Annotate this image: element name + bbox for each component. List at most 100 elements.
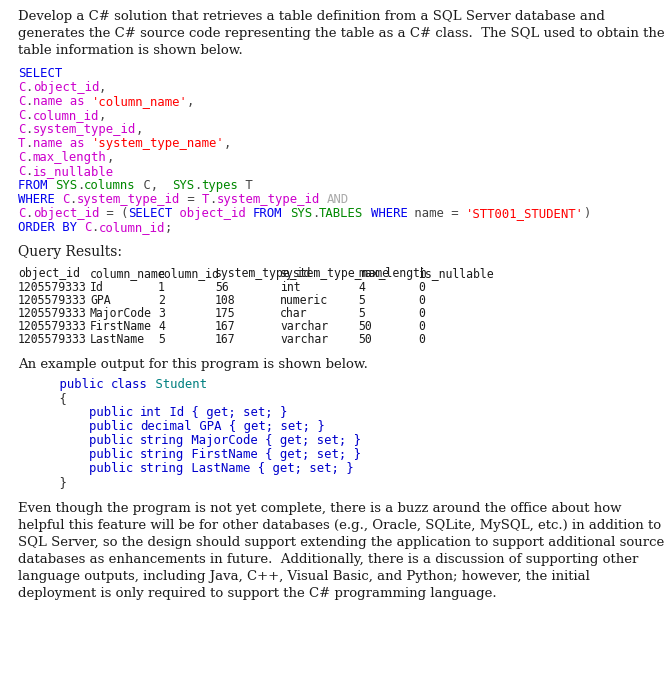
Text: 56: 56	[215, 281, 229, 294]
Text: .: .	[25, 151, 33, 164]
Text: .: .	[25, 81, 33, 94]
Text: column_id: column_id	[158, 267, 220, 280]
Text: .: .	[25, 137, 33, 150]
Text: FirstName: FirstName	[90, 320, 152, 333]
Text: object_id: object_id	[18, 267, 80, 280]
Text: GPA { get; set; }: GPA { get; set; }	[191, 420, 324, 433]
Text: public: public	[30, 448, 141, 461]
Text: databases as enhancements in future.  Additionally, there is a discussion of sup: databases as enhancements in future. Add…	[18, 553, 638, 566]
Text: .: .	[209, 193, 216, 206]
Text: 4: 4	[358, 281, 365, 294]
Text: 108: 108	[215, 294, 235, 307]
Text: LastName: LastName	[90, 333, 145, 346]
Text: generates the C# source code representing the table as a C# class.  The SQL used: generates the C# source code representin…	[18, 27, 664, 40]
Text: C: C	[18, 207, 25, 220]
Text: = (: = (	[99, 207, 128, 220]
Text: C: C	[18, 95, 25, 108]
Text: ): )	[584, 207, 591, 220]
Text: deployment is only required to support the C# programming language.: deployment is only required to support t…	[18, 587, 497, 600]
Text: Even though the program is not yet complete, there is a buzz around the office a: Even though the program is not yet compl…	[18, 502, 622, 515]
Text: object_id: object_id	[33, 207, 99, 220]
Text: 5: 5	[158, 333, 165, 346]
Text: SELECT: SELECT	[18, 67, 62, 80]
Text: public: public	[30, 420, 141, 433]
Text: system_type_name: system_type_name	[280, 267, 390, 280]
Text: public: public	[30, 434, 141, 447]
Text: SYS: SYS	[55, 179, 77, 192]
Text: .: .	[25, 207, 33, 220]
Text: name as: name as	[33, 95, 91, 108]
Text: .: .	[25, 109, 33, 122]
Text: int: int	[280, 281, 301, 294]
Text: char: char	[280, 307, 307, 320]
Text: SYS: SYS	[289, 207, 312, 220]
Text: 3: 3	[158, 307, 165, 320]
Text: {: {	[30, 392, 67, 405]
Text: decimal: decimal	[140, 420, 192, 433]
Text: Query Results:: Query Results:	[18, 245, 122, 259]
Text: max_length: max_length	[358, 267, 427, 280]
Text: is_nullable: is_nullable	[33, 165, 114, 178]
Text: varchar: varchar	[280, 333, 328, 346]
Text: .: .	[194, 179, 201, 192]
Text: system_type_id: system_type_id	[216, 193, 319, 206]
Text: varchar: varchar	[280, 320, 328, 333]
Text: Id { get; set; }: Id { get; set; }	[162, 406, 287, 419]
Text: class: class	[111, 378, 147, 391]
Text: language outputs, including Java, C++, Visual Basic, and Python; however, the in: language outputs, including Java, C++, V…	[18, 570, 590, 583]
Text: FROM: FROM	[18, 179, 55, 192]
Text: T: T	[18, 137, 25, 150]
Text: .: .	[25, 123, 33, 136]
Text: 'STT001_STUDENT': 'STT001_STUDENT'	[466, 207, 584, 220]
Text: 1205579333: 1205579333	[18, 333, 87, 346]
Text: 0: 0	[418, 307, 425, 320]
Text: system_type_id: system_type_id	[33, 123, 136, 136]
Text: 4: 4	[158, 320, 165, 333]
Text: 50: 50	[358, 333, 372, 346]
Text: }: }	[30, 476, 67, 489]
Text: 0: 0	[418, 320, 425, 333]
Text: public: public	[30, 462, 141, 475]
Text: 175: 175	[215, 307, 235, 320]
Text: C: C	[18, 81, 25, 94]
Text: Id: Id	[90, 281, 104, 294]
Text: FROM: FROM	[253, 207, 283, 220]
Text: public: public	[30, 378, 111, 391]
Text: .: .	[77, 179, 84, 192]
Text: int: int	[140, 406, 162, 419]
Text: string: string	[140, 462, 185, 475]
Text: T: T	[238, 179, 253, 192]
Text: 0: 0	[418, 281, 425, 294]
Text: AND: AND	[327, 193, 349, 206]
Text: 0: 0	[418, 294, 425, 307]
Text: 1205579333: 1205579333	[18, 320, 87, 333]
Text: string: string	[140, 434, 185, 447]
Text: C,: C,	[135, 179, 172, 192]
Text: 1: 1	[158, 281, 165, 294]
Text: C: C	[84, 221, 91, 234]
Text: An example output for this program is shown below.: An example output for this program is sh…	[18, 358, 368, 371]
Text: TABLES: TABLES	[319, 207, 364, 220]
Text: ,: ,	[187, 95, 194, 108]
Text: .: .	[25, 165, 33, 178]
Text: 5: 5	[358, 294, 365, 307]
Text: is_nullable: is_nullable	[418, 267, 494, 280]
Text: numeric: numeric	[280, 294, 328, 307]
Text: string: string	[140, 448, 185, 461]
Text: Student: Student	[147, 378, 207, 391]
Text: C: C	[18, 123, 25, 136]
Text: object_id: object_id	[33, 81, 99, 94]
Text: 167: 167	[215, 320, 235, 333]
Text: 1205579333: 1205579333	[18, 307, 87, 320]
Text: C: C	[18, 109, 25, 122]
Text: SQL Server, so the design should support extending the application to support ad: SQL Server, so the design should support…	[18, 536, 664, 549]
Text: 'system_type_name': 'system_type_name'	[91, 137, 224, 150]
Text: name as: name as	[33, 137, 91, 150]
Text: =: =	[179, 193, 201, 206]
Text: Develop a C# solution that retrieves a table definition from a SQL Server databa: Develop a C# solution that retrieves a t…	[18, 10, 605, 23]
Text: ,: ,	[99, 81, 106, 94]
Text: 167: 167	[215, 333, 235, 346]
Text: column_id: column_id	[99, 221, 165, 234]
Text: C: C	[18, 151, 25, 164]
Text: .: .	[311, 207, 319, 220]
